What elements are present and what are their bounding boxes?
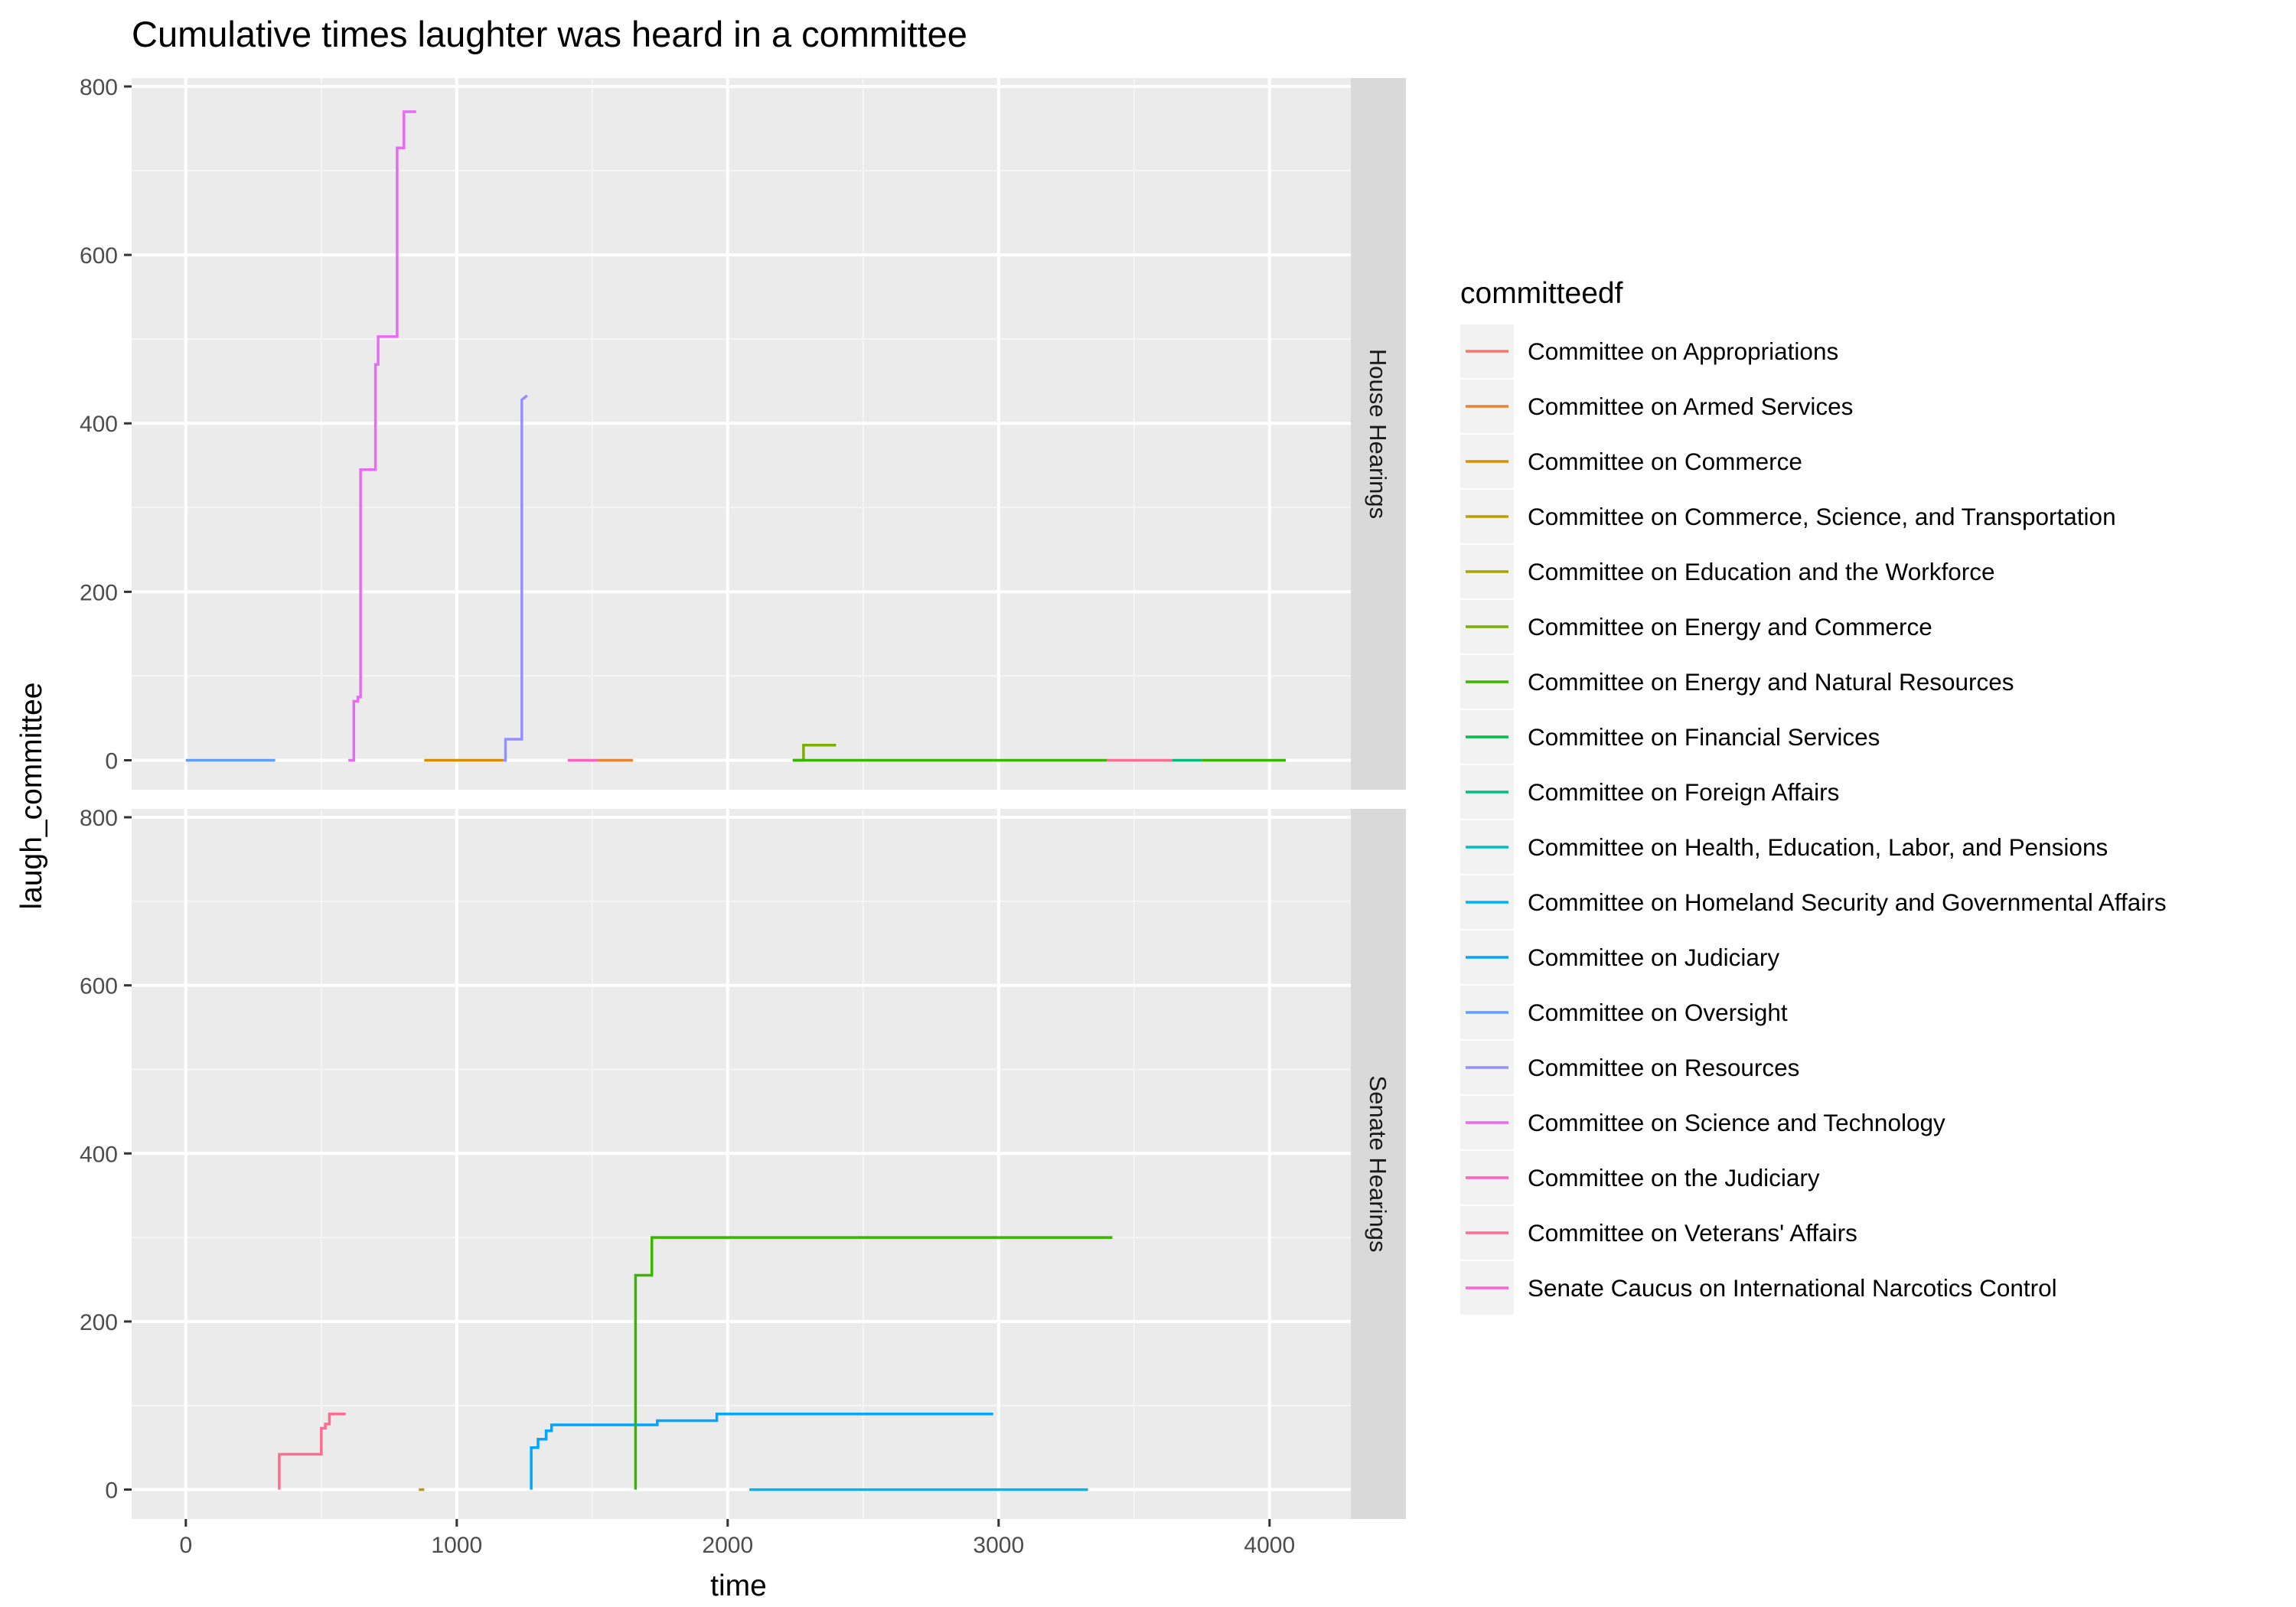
x-tick-label: 3000 [973, 1533, 1024, 1558]
legend-entry: Committee on Appropriations [1460, 324, 1838, 378]
y-tick-label: 0 [105, 748, 118, 774]
legend-label: Committee on Homeland Security and Gover… [1528, 888, 2167, 916]
legend-entry: Committee on Energy and Commerce [1460, 600, 1932, 654]
legend-label: Committee on the Judiciary [1528, 1164, 1820, 1191]
series-line [278, 1412, 346, 1490]
legend-label: Committee on Financial Services [1528, 723, 1880, 751]
x-axis-title: time [710, 1570, 767, 1602]
legend-entry: Committee on Oversight [1460, 986, 1788, 1039]
y-tick-label: 800 [80, 75, 118, 100]
legend-label: Committee on Judiciary [1528, 944, 1779, 971]
facet-strip [1351, 78, 1406, 790]
series-line [530, 1412, 993, 1490]
series-group [185, 110, 1286, 762]
y-axis-title: laugh_committee [15, 683, 48, 910]
legend-label: Committee on Oversight [1528, 999, 1788, 1026]
legend-title: committeedf [1460, 277, 1623, 310]
legend-label: Committee on Armed Services [1528, 393, 1853, 420]
legend-label: Committee on Energy and Commerce [1528, 613, 1932, 641]
y-tick-label: 200 [80, 1310, 118, 1335]
legend-entry: Senate Caucus on International Narcotics… [1460, 1261, 2057, 1315]
legend-label: Committee on Foreign Affairs [1528, 778, 1839, 806]
x-tick-label: 0 [179, 1533, 192, 1558]
x-tick-label: 4000 [1244, 1533, 1295, 1558]
series-line [348, 110, 416, 762]
facet-strip-label: Senate Hearings [1365, 1076, 1391, 1253]
legend-entry: Committee on Commerce, Science, and Tran… [1460, 490, 2116, 543]
series-group [278, 1236, 1113, 1491]
x-axis: 0 1000 2000 3000 4000 [179, 1519, 1295, 1558]
facet-panel-0: 0 200 400 600 800 House Hearings [80, 75, 1406, 790]
facet-strip-label: House Hearings [1365, 349, 1391, 519]
legend-entry: Committee on Financial Services [1460, 710, 1880, 764]
facet-panels: 0 200 400 600 800 House Hearings 0 200 400 600 800… [80, 75, 1406, 1519]
y-tick-label: 800 [80, 806, 118, 831]
legend-label: Committee on Science and Technology [1528, 1109, 1945, 1136]
legend-entry: Committee on Armed Services [1460, 380, 1853, 433]
legend-label: Committee on Energy and Natural Resource… [1528, 668, 2014, 696]
y-tick-label: 600 [80, 243, 118, 269]
y-tick-label: 0 [105, 1478, 118, 1504]
legend-entry: Committee on Foreign Affairs [1460, 765, 1839, 819]
legend-label: Committee on Education and the Workforce [1528, 558, 1994, 585]
legend-entry: Committee on Health, Education, Labor, a… [1460, 820, 2108, 874]
series-line [503, 394, 528, 762]
x-tick-label: 1000 [431, 1533, 482, 1558]
legend-label: Senate Caucus on International Narcotics… [1528, 1274, 2057, 1302]
chart-title: Cumulative times laughter was heard in a… [132, 14, 967, 54]
legend-entry: Committee on Resources [1460, 1041, 1799, 1094]
panel-background [132, 78, 1351, 790]
legend-entry: Committee on Homeland Security and Gover… [1460, 875, 2167, 929]
legend-label: Committee on Resources [1528, 1054, 1799, 1081]
legend-entry: Committee on Science and Technology [1460, 1096, 1945, 1149]
legend-label: Committee on Veterans' Affairs [1528, 1219, 1857, 1247]
legend-label: Committee on Health, Education, Labor, a… [1528, 833, 2108, 861]
legend-label: Committee on Appropriations [1528, 337, 1838, 365]
legend-entry: Committee on Veterans' Affairs [1460, 1206, 1857, 1260]
legend-label: Committee on Commerce [1528, 448, 1802, 475]
y-tick-label: 200 [80, 580, 118, 605]
panel-background [132, 809, 1351, 1519]
legend-entry: Committee on Judiciary [1460, 931, 1779, 984]
legend-keys: Committee on Appropriations Committee on … [1460, 324, 2167, 1315]
x-tick-label: 2000 [702, 1533, 753, 1558]
legend-entry: Committee on the Judiciary [1460, 1151, 1820, 1204]
facet-strip [1351, 809, 1406, 1519]
facet-panel-1: 0 200 400 600 800 Senate Hearings [80, 806, 1406, 1519]
y-tick-label: 400 [80, 1142, 118, 1167]
legend: committeedf Committee on AppropriationsC… [1460, 277, 2167, 1315]
y-tick-label: 400 [80, 412, 118, 437]
legend-entry: Committee on Commerce [1460, 435, 1802, 488]
legend-entry: Committee on Energy and Natural Resource… [1460, 655, 2014, 709]
legend-label: Committee on Commerce, Science, and Tran… [1528, 503, 2116, 530]
y-tick-label: 600 [80, 974, 118, 999]
series-line [634, 1236, 1113, 1490]
legend-entry: Committee on Education and the Workforce [1460, 545, 1994, 598]
